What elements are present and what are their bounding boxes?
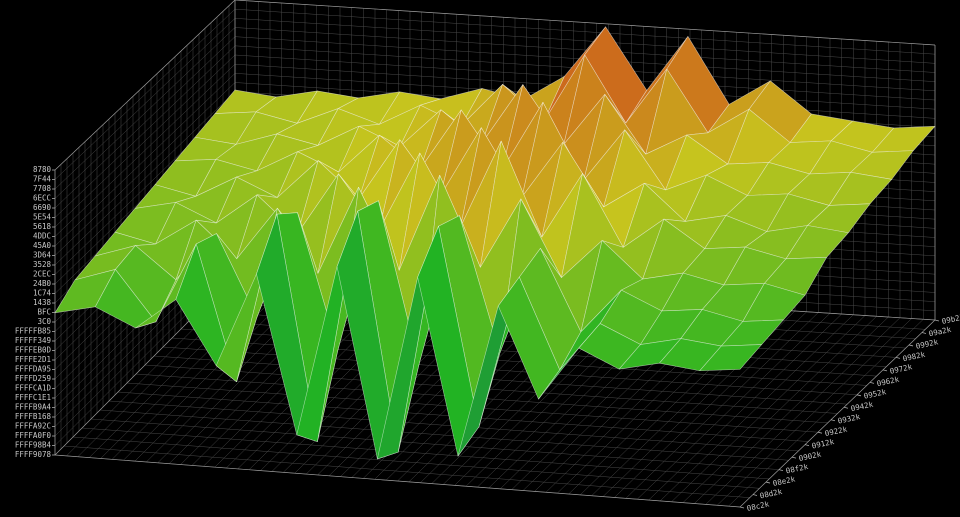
y-tick-label: 08c2k (746, 499, 770, 513)
y-tick (752, 494, 758, 496)
y-tick (804, 444, 810, 447)
z-tick-label: FFFFFB85 (15, 327, 51, 336)
surface-cell (699, 344, 762, 372)
y-tick-label: 08d2k (759, 487, 783, 501)
z-tick-label: 1C74 (33, 289, 52, 298)
floor-line (625, 312, 819, 499)
z-tick-label: FFFFEB0D (15, 346, 52, 355)
y-tick-label: 0932k (837, 412, 861, 426)
y-tick-label: 0982k (902, 350, 926, 364)
y-tick-label: 0902k (798, 449, 822, 463)
z-tick-label: 6690 (33, 203, 52, 212)
floor-line (111, 278, 294, 460)
grid-line (234, 27, 936, 73)
z-tick-label: 1438 (33, 298, 52, 307)
grid-line (54, 8, 236, 180)
y-tick-label: 0912k (811, 437, 835, 451)
floor-line (637, 313, 831, 500)
grid-line (54, 73, 236, 247)
z-tick-label: FFFFCA1D (15, 384, 52, 393)
z-tick-label: BFC (37, 308, 51, 317)
floor-line (614, 311, 807, 498)
grid-line (54, 36, 236, 209)
z-tick-label: FFFFA92C (15, 422, 51, 431)
y-tick-label: 08e2k (772, 474, 796, 488)
y-tick-label: 08f2k (785, 462, 809, 476)
grid-line (54, 91, 236, 266)
z-tick-label: FFFFE2D1 (15, 355, 51, 364)
y-tick (791, 456, 797, 459)
grid-line (54, 45, 236, 218)
grid-line (234, 8, 936, 55)
grid-line (54, 54, 236, 228)
z-tick-label: 5618 (33, 222, 52, 231)
y-tick (934, 319, 940, 322)
z-tick-label: 3D64 (33, 251, 52, 260)
y-tick-label: 0972k (889, 362, 913, 376)
floor-line (728, 319, 924, 507)
y-tick (830, 419, 836, 422)
z-tick-label: 3C0 (37, 317, 51, 326)
z-tick-label: 6ECC (33, 194, 51, 203)
y-tick (739, 506, 745, 509)
z-tick-label: 7708 (33, 184, 52, 193)
floor-line (648, 313, 842, 501)
y-tick (817, 431, 823, 434)
grid-line (54, 82, 236, 256)
z-tick-label: 3528 (33, 260, 52, 269)
z-tick-label: FFFFB9A4 (15, 403, 52, 412)
y-tick (778, 469, 784, 471)
floor-line (671, 315, 866, 502)
z-tick-label: FFFFB168 (15, 412, 52, 421)
y-tick (908, 344, 914, 347)
y-tick (882, 369, 888, 372)
axis-edge (739, 319, 936, 508)
z-tick-label: FFFFC1E1 (15, 393, 51, 402)
z-tick-label: FFFFD259 (15, 374, 51, 383)
grid-line (54, 27, 236, 199)
z-tick-label: FFFFA0F0 (15, 431, 52, 440)
surface (54, 26, 936, 460)
axis-edge (54, 0, 236, 171)
axis-edge (54, 454, 741, 508)
y-tick-label: 09a2k (928, 325, 952, 339)
z-tick-label: FFFFDA95 (15, 365, 51, 374)
grid-line (54, 63, 236, 237)
y-tick-label: 0942k (850, 400, 874, 414)
z-tick-label: 45A0 (33, 241, 52, 250)
y-tick-label: 0922k (824, 425, 848, 439)
z-tick-label: 7F44 (33, 175, 52, 184)
y-tick (895, 357, 901, 359)
floor-line (659, 314, 854, 502)
axis-edge (234, 0, 936, 46)
grid-line (54, 18, 236, 190)
z-tick-label: 8780 (33, 165, 52, 174)
z-tick-label: 4DDC (33, 232, 51, 241)
y-tick (843, 406, 849, 409)
floor-line (705, 317, 901, 505)
z-tick-label: 24B0 (33, 279, 52, 288)
y-tick-label: 0992k (915, 337, 939, 351)
floor-line (682, 316, 877, 503)
y-tick-label: 0962k (876, 375, 900, 389)
y-tick (856, 394, 862, 397)
y-tick (869, 381, 875, 384)
z-tick-label: FFFF98B4 (15, 441, 52, 450)
z-tick-label: FFFFF349 (15, 336, 51, 345)
floor-line (716, 318, 912, 506)
z-tick-label: 5E54 (33, 213, 52, 222)
y-tick (765, 481, 771, 484)
y-tick-label: 0952k (863, 387, 887, 401)
y-tick-label: 09b2k (941, 312, 960, 326)
floor-line (694, 316, 889, 504)
y-tick (921, 332, 927, 334)
z-tick-label: FFFF9078 (15, 450, 52, 459)
grid-line (234, 18, 936, 64)
z-tick-label: 2CEC (33, 270, 51, 279)
